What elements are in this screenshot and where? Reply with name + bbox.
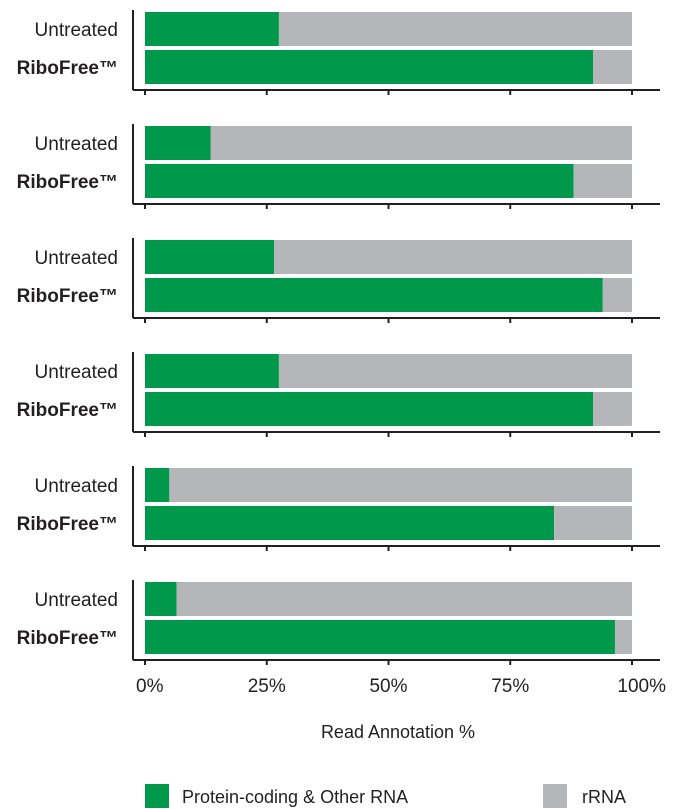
bar-protein-coding-g4-ribofree xyxy=(145,392,594,426)
legend-label-protein-coding: Protein-coding & Other RNA xyxy=(182,787,408,807)
bar-rrna-g5-ribofree xyxy=(554,506,632,540)
bar-rrna-g5-untreated xyxy=(169,468,632,502)
bar-protein-coding-g5-untreated xyxy=(145,468,170,502)
category-label-g2-untreated: Untreated xyxy=(35,134,118,155)
bars-layer xyxy=(145,12,632,654)
bar-protein-coding-g6-untreated xyxy=(145,582,177,616)
category-label-g6-ribofree: RiboFree™ xyxy=(17,628,118,649)
category-label-g1-ribofree: RiboFree™ xyxy=(17,58,118,79)
category-label-g2-ribofree: RiboFree™ xyxy=(17,172,118,193)
bar-protein-coding-g2-ribofree xyxy=(145,164,574,198)
bar-rrna-g3-untreated xyxy=(274,240,632,274)
x-tick-label-25: 25% xyxy=(248,676,286,697)
legend-swatch-rrna xyxy=(543,784,567,808)
category-label-g3-untreated: Untreated xyxy=(35,248,118,269)
category-label-g5-ribofree: RiboFree™ xyxy=(17,514,118,535)
legend-swatch-protein-coding xyxy=(145,784,169,808)
category-label-g3-ribofree: RiboFree™ xyxy=(17,286,118,307)
legend: Protein-coding & Other RNA rRNA xyxy=(145,784,626,808)
x-axis-title: Read Annotation % xyxy=(321,722,475,742)
category-label-g5-untreated: Untreated xyxy=(35,476,118,497)
bar-protein-coding-g6-ribofree xyxy=(145,620,615,654)
x-tick-label-100: 100% xyxy=(617,676,666,697)
bar-rrna-g1-ribofree xyxy=(593,50,632,84)
category-label-g1-untreated: Untreated xyxy=(35,20,118,41)
bar-rrna-g2-untreated xyxy=(210,126,632,160)
bar-protein-coding-g5-ribofree xyxy=(145,506,555,540)
legend-label-rrna: rRNA xyxy=(582,787,626,807)
bar-rrna-g3-ribofree xyxy=(602,278,632,312)
labels-layer: Untreated RiboFree™ Untreated RiboFree™ Untr… xyxy=(17,20,666,697)
bar-protein-coding-g3-untreated xyxy=(145,240,275,274)
bar-protein-coding-g1-ribofree xyxy=(145,50,594,84)
bar-protein-coding-g2-untreated xyxy=(145,126,211,160)
x-tick-label-75: 75% xyxy=(491,676,529,697)
bar-rrna-g1-untreated xyxy=(278,12,632,46)
bar-rrna-g4-ribofree xyxy=(593,392,632,426)
bar-rrna-g2-ribofree xyxy=(573,164,632,198)
category-label-g4-ribofree: RiboFree™ xyxy=(17,400,118,421)
category-label-g4-untreated: Untreated xyxy=(35,362,118,383)
bar-rrna-g6-untreated xyxy=(176,582,632,616)
bar-rrna-g6-ribofree xyxy=(614,620,632,654)
x-tick-label-50: 50% xyxy=(369,676,407,697)
x-tick-label-0: 0% xyxy=(136,676,164,697)
category-label-g6-untreated: Untreated xyxy=(35,590,118,611)
bar-protein-coding-g1-untreated xyxy=(145,12,279,46)
axes-layer xyxy=(132,10,660,665)
bar-rrna-g4-untreated xyxy=(278,354,632,388)
bar-protein-coding-g4-untreated xyxy=(145,354,279,388)
bar-protein-coding-g3-ribofree xyxy=(145,278,603,312)
